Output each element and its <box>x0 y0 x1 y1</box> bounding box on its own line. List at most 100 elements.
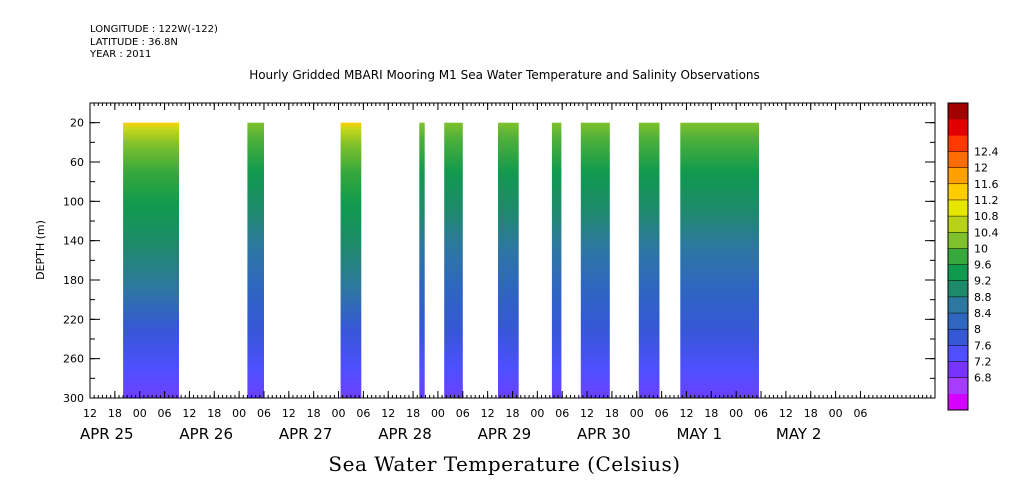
x-hour-label: 06 <box>158 407 172 420</box>
latitude-label: LATITUDE : 36.8N <box>90 36 178 48</box>
x-hour-label: 00 <box>332 407 346 420</box>
data-segment <box>247 122 264 398</box>
y-tick-label: 20 <box>70 117 84 130</box>
x-hour-label: 18 <box>605 407 619 420</box>
colorbar-swatch <box>948 345 968 362</box>
x-hour-label: 06 <box>555 407 569 420</box>
colorbar-frame <box>947 102 969 411</box>
y-tick-label: 100 <box>63 195 84 208</box>
colorbar-label: 10 <box>974 242 988 255</box>
y-axis-label: DEPTH (m) <box>34 220 47 280</box>
x-hour-label: 18 <box>307 407 321 420</box>
colorbar-label: 9.2 <box>974 275 992 288</box>
chart-caption: Sea Water Temperature (Celsius) <box>328 452 681 476</box>
x-hour-label: 06 <box>754 407 768 420</box>
colorbar-label: 10.4 <box>974 226 999 239</box>
colorbar: 6.8 7.2 7.6 8 8.4 8.8 9.2 9.6 10 10.4 10.8 11.2 11.6… <box>947 102 999 411</box>
colorbar-label: 8 <box>974 323 981 336</box>
x-hour-label: 18 <box>108 407 122 420</box>
x-hour-label: 06 <box>853 407 867 420</box>
x-date-label: APR 27 <box>279 425 333 443</box>
y-tick-label: 300 <box>63 392 84 405</box>
data-segment <box>498 122 519 398</box>
colorbar-label: 11.6 <box>974 178 999 191</box>
x-hour-label: 18 <box>804 407 818 420</box>
colorbar-swatch <box>948 183 968 201</box>
x-hour-label: 12 <box>779 407 793 420</box>
x-hour-label: 06 <box>456 407 470 420</box>
y-tick-label: 140 <box>63 235 84 248</box>
x-date-label: APR 29 <box>478 425 532 443</box>
x-date-label: APR 26 <box>179 425 233 443</box>
x-date-label: APR 25 <box>80 425 134 443</box>
x-hour-label: 18 <box>207 407 221 420</box>
x-hour-label: 00 <box>133 407 147 420</box>
x-hour-label: 00 <box>530 407 544 420</box>
colorbar-swatch <box>948 248 968 265</box>
colorbar-label: 8.8 <box>974 291 992 304</box>
colorbar-swatch <box>948 119 968 136</box>
colorbar-label: 11.2 <box>974 194 999 207</box>
x-hour-label: 06 <box>356 407 370 420</box>
colorbar-label: 7.6 <box>974 339 992 352</box>
colorbar-swatch <box>948 199 968 217</box>
y-tick-label: 180 <box>63 274 84 287</box>
x-hour-label: 00 <box>431 407 445 420</box>
x-axis: 12 18 00 06 12 18 00 06 12 18 00 06 12 18 00 06 12 18 00 06… <box>80 103 936 443</box>
colorbar-swatch <box>948 151 968 168</box>
x-date-label: MAY 2 <box>776 425 822 443</box>
colorbar-swatch <box>948 361 968 378</box>
colorbar-swatch <box>948 264 968 282</box>
header-metadata: LONGITUDE : 122W(-122) LATITUDE : 36.8N … <box>90 24 218 62</box>
colorbar-swatch <box>948 393 968 411</box>
colorbar-label: 12.4 <box>974 145 999 158</box>
y-tick-label: 60 <box>70 156 84 169</box>
data-segment <box>340 122 362 398</box>
colorbar-label: 12 <box>974 162 988 175</box>
x-hour-label: 12 <box>580 407 594 420</box>
x-hour-label: 12 <box>381 407 395 420</box>
x-hour-label: 00 <box>829 407 843 420</box>
plot-area <box>89 102 936 399</box>
x-date-label: MAY 1 <box>676 425 722 443</box>
x-hour-label: 18 <box>704 407 718 420</box>
y-axis: 20 60 100 140 180 220 260 300 <box>63 102 935 405</box>
data-segment <box>551 122 562 398</box>
x-hour-label: 12 <box>83 407 97 420</box>
data-segment <box>580 122 610 398</box>
x-date-label: APR 28 <box>378 425 432 443</box>
data-segment <box>638 122 660 398</box>
colorbar-label: 6.8 <box>974 372 992 385</box>
x-hour-label: 06 <box>257 407 271 420</box>
data-segment <box>444 122 463 398</box>
x-hour-label: 18 <box>506 407 520 420</box>
x-hour-label: 12 <box>282 407 296 420</box>
colorbar-swatch <box>948 296 968 314</box>
colorbar-swatch <box>948 103 968 120</box>
colorbar-label: 8.4 <box>974 307 992 320</box>
colorbar-swatch <box>948 167 968 185</box>
y-tick-label: 220 <box>63 313 84 326</box>
colorbar-swatch <box>948 329 968 346</box>
data-segment <box>680 122 759 398</box>
colorbar-swatch <box>948 216 968 233</box>
data-segment <box>419 122 425 398</box>
longitude-label: LONGITUDE : 122W(-122) <box>90 24 218 35</box>
x-hour-label: 00 <box>630 407 644 420</box>
x-date-label: APR 30 <box>577 425 631 443</box>
x-hour-label: 12 <box>481 407 495 420</box>
x-hour-label: 12 <box>182 407 196 420</box>
colorbar-swatch <box>948 232 968 249</box>
chart-title: Hourly Gridded MBARI Mooring M1 Sea Wate… <box>249 68 760 82</box>
colorbar-label: 9.6 <box>974 259 992 272</box>
x-hour-label: 06 <box>655 407 669 420</box>
colorbar-swatch <box>948 280 968 298</box>
year-label: YEAR : 2011 <box>90 49 152 60</box>
y-tick-label: 260 <box>63 353 84 366</box>
x-hour-label: 00 <box>729 407 743 420</box>
colorbar-label: 7.2 <box>974 356 992 369</box>
colorbar-swatch <box>948 313 968 330</box>
colorbar-label: 10.8 <box>974 210 999 223</box>
colorbar-swatch <box>948 377 968 395</box>
